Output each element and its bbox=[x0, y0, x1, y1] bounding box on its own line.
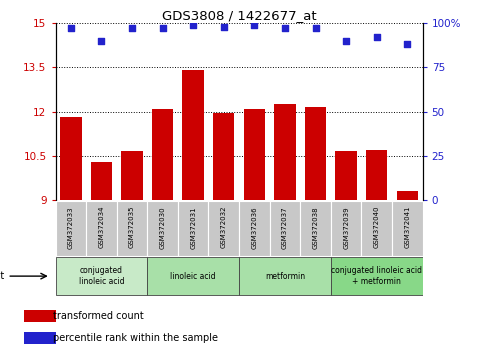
Text: conjugated linoleic acid
+ metformin: conjugated linoleic acid + metformin bbox=[331, 267, 422, 286]
Point bbox=[128, 25, 136, 31]
Bar bbox=[152, 109, 173, 200]
Bar bbox=[209, 201, 239, 256]
Text: conjugated
linoleic acid: conjugated linoleic acid bbox=[79, 267, 124, 286]
Bar bbox=[274, 104, 296, 200]
Text: GSM372040: GSM372040 bbox=[374, 206, 380, 249]
Text: GSM372038: GSM372038 bbox=[313, 206, 319, 249]
Bar bbox=[86, 201, 117, 256]
Bar bbox=[270, 201, 300, 256]
Bar bbox=[239, 201, 270, 256]
Point bbox=[281, 25, 289, 31]
Point bbox=[312, 25, 319, 31]
Bar bbox=[244, 109, 265, 200]
Bar bbox=[117, 201, 147, 256]
Point bbox=[251, 22, 258, 28]
Bar bbox=[239, 257, 331, 295]
Bar bbox=[397, 191, 418, 200]
Point bbox=[159, 25, 167, 31]
Text: GSM372030: GSM372030 bbox=[159, 206, 166, 249]
Text: GSM372037: GSM372037 bbox=[282, 206, 288, 249]
Bar bbox=[56, 257, 147, 295]
Bar bbox=[178, 201, 209, 256]
Bar bbox=[91, 162, 112, 200]
Text: GSM372041: GSM372041 bbox=[404, 206, 411, 249]
Text: GSM372039: GSM372039 bbox=[343, 206, 349, 249]
Text: transformed count: transformed count bbox=[53, 311, 143, 321]
Bar bbox=[147, 257, 239, 295]
Bar bbox=[392, 201, 423, 256]
Text: GSM372034: GSM372034 bbox=[99, 206, 104, 249]
Bar bbox=[331, 257, 423, 295]
Point bbox=[67, 25, 75, 31]
Point bbox=[189, 22, 197, 28]
Bar bbox=[56, 201, 86, 256]
Bar bbox=[361, 201, 392, 256]
Bar bbox=[305, 107, 327, 200]
Text: percentile rank within the sample: percentile rank within the sample bbox=[53, 333, 218, 343]
Text: agent: agent bbox=[0, 271, 5, 281]
Point bbox=[220, 24, 227, 29]
Bar bbox=[121, 152, 143, 200]
Text: metformin: metformin bbox=[265, 272, 305, 281]
Bar bbox=[147, 201, 178, 256]
Bar bbox=[331, 201, 361, 256]
Text: GSM372035: GSM372035 bbox=[129, 206, 135, 249]
Text: GSM372036: GSM372036 bbox=[251, 206, 257, 249]
Point bbox=[342, 38, 350, 44]
Bar bbox=[24, 332, 56, 344]
Bar bbox=[335, 152, 357, 200]
Bar bbox=[183, 70, 204, 200]
Bar bbox=[366, 150, 387, 200]
Title: GDS3808 / 1422677_at: GDS3808 / 1422677_at bbox=[162, 9, 316, 22]
Text: linoleic acid: linoleic acid bbox=[170, 272, 216, 281]
Point bbox=[403, 41, 411, 47]
Point bbox=[98, 38, 105, 44]
Text: GSM372032: GSM372032 bbox=[221, 206, 227, 249]
Bar bbox=[60, 118, 82, 200]
Point bbox=[373, 34, 381, 40]
Text: GSM372033: GSM372033 bbox=[68, 206, 74, 249]
Bar bbox=[213, 113, 235, 200]
Text: GSM372031: GSM372031 bbox=[190, 206, 196, 249]
Bar bbox=[24, 310, 56, 322]
Bar bbox=[300, 201, 331, 256]
